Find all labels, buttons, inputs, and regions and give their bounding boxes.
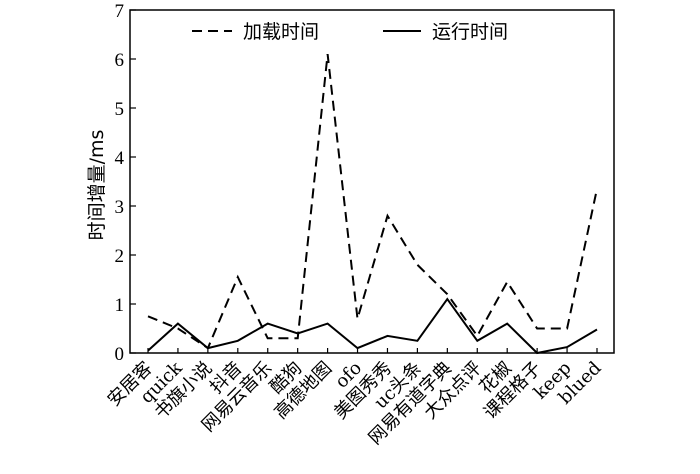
y-tick-label: 2 <box>115 246 125 267</box>
legend: 加载时间 运行时间 <box>192 21 508 43</box>
legend-label: 加载时间 <box>243 21 319 43</box>
y-tick-label: 3 <box>115 197 125 218</box>
y-tick-label: 7 <box>115 1 125 22</box>
legend-label: 运行时间 <box>432 21 508 43</box>
series-layer <box>147 53 598 355</box>
y-tick-label: 1 <box>115 295 125 316</box>
y-tick-label: 4 <box>115 148 125 169</box>
series-line-load-time <box>147 53 598 350</box>
x-axis: 安居客quick书旗小说抖音网易云音乐酷狗高德地图ofo美图秀秀uc头条网易有道… <box>104 348 606 449</box>
y-tick-label: 6 <box>115 50 125 71</box>
y-tick-label: 5 <box>115 99 125 120</box>
plot-frame <box>129 9 615 354</box>
series-line-run-time <box>147 297 598 355</box>
y-tick-label: 0 <box>115 344 125 365</box>
y-axis: 0 1 2 3 4 5 6 7 <box>115 1 136 365</box>
y-axis-title: 时间增量/ms <box>86 130 108 241</box>
